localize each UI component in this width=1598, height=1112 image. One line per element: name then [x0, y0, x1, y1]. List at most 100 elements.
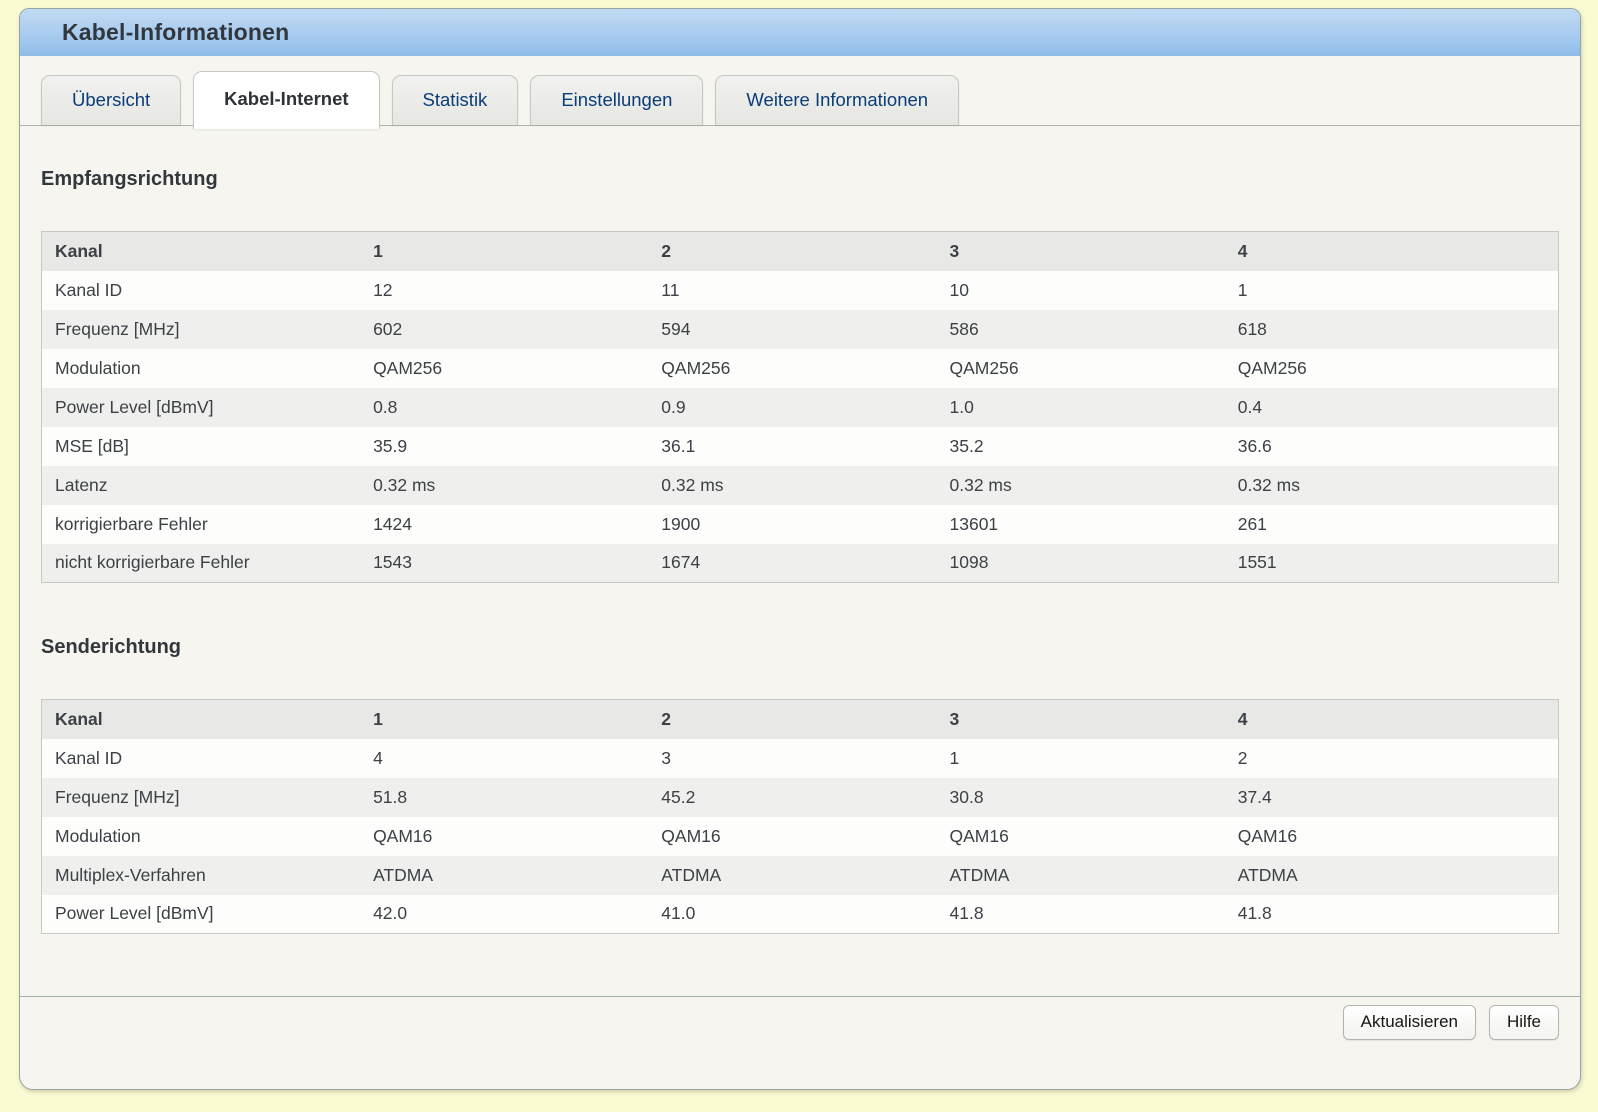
cell-value: 1	[949, 747, 960, 768]
page-title: Kabel-Informationen	[62, 19, 290, 45]
help-button[interactable]: Hilfe	[1488, 1005, 1559, 1040]
table-row: nicht korrigierbare Fehler 1543 1674 1098 15…	[41, 543, 1559, 583]
cell-value: 261	[1237, 513, 1267, 534]
table-row: Modulation QAM256 QAM256 QAM256 QAM256	[41, 348, 1559, 388]
cell-value: 0.32 ms	[949, 474, 1012, 495]
table-row: Kanal ID 12 11 10 1	[41, 270, 1559, 310]
row-label: MSE [dB]	[55, 435, 129, 456]
cell-value: 35.9	[373, 435, 408, 456]
cell-value: 586	[949, 318, 979, 339]
cell-value: ATDMA	[949, 864, 1010, 885]
row-label: Multiplex-Verfahren	[55, 864, 206, 885]
window-titlebar: Kabel-Informationen	[20, 9, 1580, 56]
cell-value: 36.6	[1237, 435, 1272, 456]
cell-value: 41.8	[949, 903, 984, 924]
cell-value: ATDMA	[661, 864, 722, 885]
column-header-channel: 2	[648, 699, 937, 739]
cell-value: 30.8	[949, 786, 984, 807]
column-header-channel: 2	[648, 231, 937, 271]
column-header-channel: 4	[1224, 699, 1559, 739]
table-row: Modulation QAM16 QAM16 QAM16 QAM16	[41, 816, 1559, 856]
column-header-channel: 4	[1224, 231, 1559, 271]
footer-bar: Aktualisieren Hilfe	[20, 996, 1580, 1085]
cell-value: 594	[661, 318, 691, 339]
cell-value: 1	[1237, 279, 1248, 300]
cell-value: 1674	[661, 552, 701, 573]
cell-value: 602	[373, 318, 403, 339]
cell-value: 0.9	[661, 396, 686, 417]
tab-einstellungen[interactable]: Einstellungen	[530, 75, 704, 125]
cell-value: 0.8	[373, 396, 398, 417]
cell-value: QAM256	[949, 357, 1019, 378]
column-header-label: Kanal	[41, 231, 361, 271]
cell-value: QAM16	[949, 825, 1009, 846]
row-label: Frequenz [MHz]	[55, 786, 180, 807]
cell-value: 37.4	[1237, 786, 1272, 807]
row-label: Frequenz [MHz]	[55, 318, 180, 339]
cell-value: 42.0	[373, 903, 408, 924]
column-header-channel: 3	[936, 231, 1225, 271]
cell-value: 1424	[373, 513, 412, 534]
refresh-button[interactable]: Aktualisieren	[1342, 1005, 1476, 1040]
row-label: Modulation	[55, 825, 141, 846]
cell-value: 11	[661, 279, 680, 300]
channel-table-senderichtung: Kanal 1 2 3 4 Kanal ID 4 3 1 2 Frequenz [MHz] 51.8 4…	[41, 699, 1559, 934]
cell-value: 0.32 ms	[661, 474, 724, 495]
table-header-row: Kanal 1 2 3 4	[41, 699, 1559, 739]
tab-uebersicht[interactable]: Übersicht	[41, 75, 182, 125]
cell-value: 41.0	[661, 903, 696, 924]
section-heading-empfangsrichtung: Empfangsrichtung	[41, 168, 218, 190]
column-header-channel: 1	[360, 699, 649, 739]
cell-value: 1098	[949, 552, 989, 573]
table-row: Power Level [dBmV] 42.0 41.0 41.8 41.8	[41, 894, 1559, 934]
cable-information-panel: Kabel-Informationen Übersicht Kabel-Inter…	[19, 8, 1581, 1090]
cell-value: 1551	[1237, 552, 1277, 573]
cell-value: 3	[661, 747, 672, 768]
cell-value: 45.2	[661, 786, 696, 807]
cell-value: QAM16	[1237, 825, 1298, 846]
row-label: nicht korrigierbare Fehler	[55, 552, 250, 573]
table-row: Power Level [dBmV] 0.8 0.9 1.0 0.4	[41, 387, 1559, 427]
tab-kabel-internet[interactable]: Kabel-Internet	[193, 71, 380, 129]
table-row: Frequenz [MHz] 602 594 586 618	[41, 309, 1559, 349]
column-header-channel: 3	[936, 699, 1225, 739]
cell-value: 0.32 ms	[1237, 474, 1300, 495]
cell-value: ATDMA	[373, 864, 434, 885]
tab-weitere-informationen[interactable]: Weitere Informationen	[715, 75, 960, 125]
cell-value: 1900	[661, 513, 701, 534]
tab-statistik[interactable]: Statistik	[391, 75, 519, 125]
cell-value: 0.4	[1237, 396, 1263, 417]
channel-table-empfangsrichtung: Kanal 1 2 3 4 Kanal ID 12 11 10 1 Frequenz [MHz] 60…	[41, 231, 1559, 583]
cell-value: ATDMA	[1237, 864, 1298, 885]
table-row: MSE [dB] 35.9 36.1 35.2 36.6	[41, 426, 1559, 466]
cell-value: 51.8	[373, 786, 408, 807]
cell-value: QAM256	[1237, 357, 1307, 378]
column-header-channel: 1	[360, 231, 649, 271]
row-label: Kanal ID	[55, 279, 123, 300]
cell-value: QAM256	[373, 357, 443, 378]
row-label: korrigierbare Fehler	[55, 513, 208, 534]
cell-value: 0.32 ms	[373, 474, 436, 495]
row-label: Power Level [dBmV]	[55, 396, 214, 417]
cell-value: 2	[1237, 747, 1248, 768]
section-empfangsrichtung: Empfangsrichtung Kanal 1 2 3 4 Kanal ID 12 11 10 1…	[41, 168, 1559, 583]
table-row: Latenz 0.32 ms 0.32 ms 0.32 ms 0.32 ms	[41, 465, 1559, 505]
table-row: Frequenz [MHz] 51.8 45.2 30.8 37.4	[41, 777, 1559, 817]
cell-value: 1543	[373, 552, 412, 573]
cell-value: 36.1	[661, 435, 696, 456]
cell-value: 35.2	[949, 435, 984, 456]
table-row: Multiplex-Verfahren ATDMA ATDMA ATDMA ATDMA	[41, 855, 1559, 895]
cell-value: 13601	[949, 513, 999, 534]
cell-value: 12	[373, 279, 393, 300]
column-header-label: Kanal	[41, 699, 361, 739]
cell-value: 618	[1237, 318, 1267, 339]
cell-value: QAM16	[661, 825, 721, 846]
row-label: Power Level [dBmV]	[55, 903, 214, 924]
cell-value: 4	[373, 747, 383, 768]
content-area: Empfangsrichtung Kanal 1 2 3 4 Kanal ID 12 11 10 1…	[20, 168, 1580, 934]
section-heading-senderichtung: Senderichtung	[41, 636, 182, 658]
row-label: Modulation	[55, 357, 141, 378]
row-label: Latenz	[55, 474, 108, 495]
cell-value: QAM16	[373, 825, 433, 846]
cell-value: QAM256	[661, 357, 731, 378]
